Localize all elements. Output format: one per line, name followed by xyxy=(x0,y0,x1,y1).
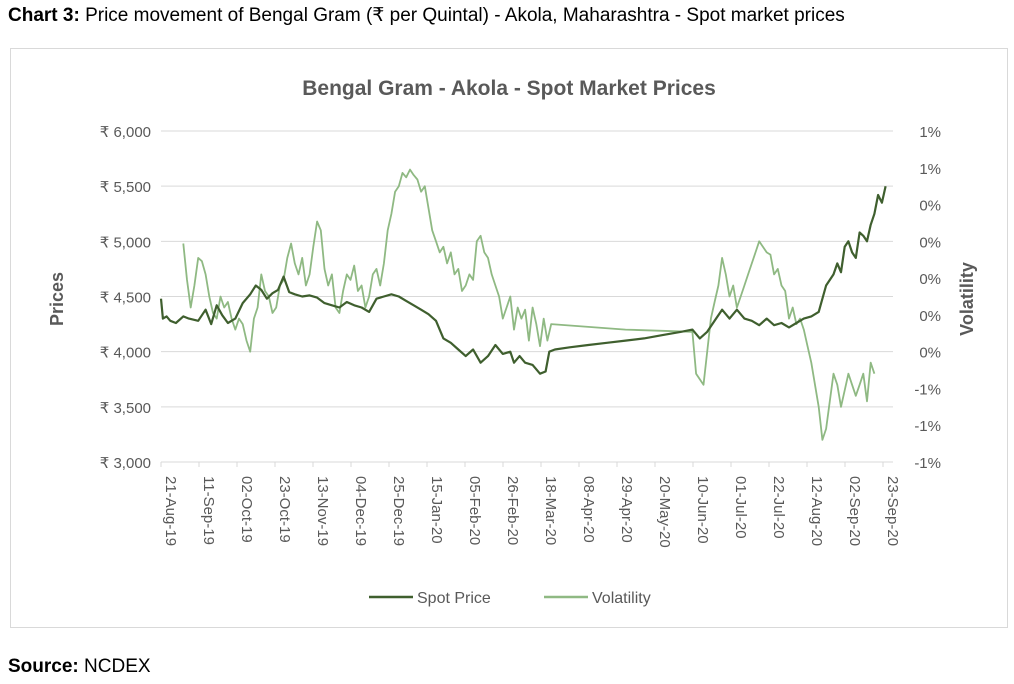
legend-spot-price-label: Spot Price xyxy=(417,590,491,607)
chart-container: Bengal Gram - Akola - Spot Market Prices… xyxy=(10,48,1008,628)
source-note: Source: NCDEX xyxy=(8,656,151,678)
y2-tick-label: -1% xyxy=(914,455,941,472)
legend: Spot Price Volatility xyxy=(369,590,651,607)
volatility-line xyxy=(182,168,876,441)
x-tick-label: 29-Apr-20 xyxy=(618,476,635,543)
y-tick-label: ₹ 5,500 xyxy=(100,179,151,196)
x-tick-label: 11-Sep-19 xyxy=(200,476,217,545)
x-tick-label: 21-Aug-19 xyxy=(162,476,179,546)
x-tick-label: 26-Feb-20 xyxy=(504,476,521,545)
x-tick-label: 04-Dec-19 xyxy=(352,476,369,546)
chart-title: Bengal Gram - Akola - Spot Market Prices xyxy=(302,77,716,100)
y-axis-ticks: ₹ 6,000 ₹ 5,500 ₹ 5,000 ₹ 4,500 ₹ 4,000 ₹ 3,5… xyxy=(100,124,151,472)
legend-volatility-label: Volatility xyxy=(592,590,651,607)
x-tick-label: 25-Dec-19 xyxy=(390,476,407,546)
x-tick-label: 10-Jun-20 xyxy=(694,476,711,544)
y2-tick-label: 1% xyxy=(919,124,941,141)
caption-label: Chart 3: xyxy=(8,5,80,26)
x-tick-label: 23-Oct-19 xyxy=(276,476,293,543)
y2-tick-label: 0% xyxy=(919,271,941,288)
chart-svg: Bengal Gram - Akola - Spot Market Prices… xyxy=(47,77,977,607)
y-tick-label: ₹ 4,500 xyxy=(100,290,151,307)
x-tick-label: 22-Jul-20 xyxy=(770,476,787,539)
x-tick-label: 20-May-20 xyxy=(656,476,673,548)
x-tick-label: 02-Oct-19 xyxy=(238,476,255,543)
x-tick-label: 01-Jul-20 xyxy=(732,476,749,539)
y2-tick-label: -1% xyxy=(914,381,941,398)
y2-tick-label: 0% xyxy=(919,234,941,251)
x-tick-label: 02-Sep-20 xyxy=(846,476,863,546)
y-tick-label: ₹ 5,000 xyxy=(100,234,151,251)
x-tick-label: 08-Apr-20 xyxy=(580,476,597,543)
y-axis-label: Prices xyxy=(47,272,67,326)
y2-tick-label: 0% xyxy=(919,345,941,362)
source-text: NCDEX xyxy=(84,656,151,677)
source-label: Source: xyxy=(8,656,79,677)
grid-lines xyxy=(161,130,893,463)
y-tick-label: ₹ 4,000 xyxy=(100,345,151,362)
y2-axis-label: Volatility xyxy=(957,262,977,336)
y-tick-label: ₹ 3,000 xyxy=(100,455,151,472)
spot-price-line xyxy=(159,185,887,375)
x-tick-label: 12-Aug-20 xyxy=(808,476,825,546)
y2-tick-label: 1% xyxy=(919,161,941,178)
y2-axis-ticks: 1% 1% 0% 0% 0% 0% 0% -1% -1% -1% xyxy=(914,124,941,472)
y2-tick-label: 0% xyxy=(919,308,941,325)
x-tick-label: 18-Mar-20 xyxy=(542,476,559,545)
x-tick-label: 05-Feb-20 xyxy=(466,476,483,545)
x-axis-ticks: 21-Aug-19 11-Sep-19 02-Oct-19 23-Oct-19 13-N… xyxy=(160,462,901,548)
y-tick-label: ₹ 3,500 xyxy=(100,400,151,417)
y2-tick-label: 0% xyxy=(919,198,941,215)
y-tick-label: ₹ 6,000 xyxy=(100,124,151,141)
x-tick-label: 15-Jan-20 xyxy=(428,476,445,544)
x-tick-label: 23-Sep-20 xyxy=(884,476,901,546)
chart-caption: Chart 3: Price movement of Bengal Gram (… xyxy=(8,4,845,27)
caption-text: Price movement of Bengal Gram (₹ per Qui… xyxy=(85,5,845,26)
series-lines xyxy=(159,168,887,441)
y2-tick-label: -1% xyxy=(914,418,941,435)
x-tick-label: 13-Nov-19 xyxy=(314,476,331,546)
